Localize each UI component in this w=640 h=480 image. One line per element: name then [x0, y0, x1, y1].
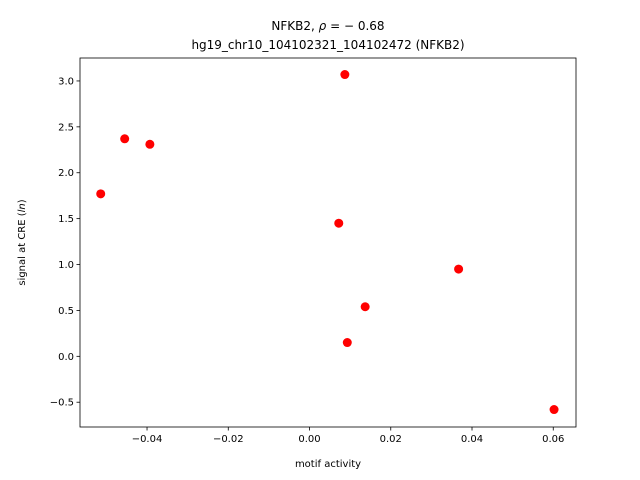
y-tick-label: 1.0: [58, 260, 74, 271]
plot-area-frame: [79, 57, 577, 428]
scatter-point: [340, 70, 350, 80]
x-tick-label: 0.06: [542, 434, 564, 445]
scatter-point: [145, 139, 155, 149]
y-tick-label: −0.5: [50, 398, 74, 409]
x-tick-label: −0.04: [132, 434, 163, 445]
y-tick-label: 2.5: [58, 122, 74, 133]
x-tick-label: 0.02: [380, 434, 402, 445]
y-tick-label: 3.0: [58, 76, 74, 87]
y-tick-label: 0.0: [58, 352, 74, 363]
scatter-point: [334, 218, 344, 228]
chart-title-prefix: NFKB2,: [271, 19, 318, 33]
chart-title-line2: hg19_chr10_104102321_104102472 (NFKB2): [191, 38, 464, 52]
y-tick-label: 0.5: [58, 306, 74, 317]
chart-title-line1: NFKB2, ρ = − 0.68: [271, 19, 384, 33]
x-tick-label: −0.02: [213, 434, 244, 445]
x-tick-label: 0.00: [298, 434, 320, 445]
scatter-point: [454, 264, 464, 274]
y-axis-label-suffix: ): [17, 199, 28, 203]
scatter-point: [96, 189, 106, 199]
chart-title-rho-value: = − 0.68: [326, 19, 384, 33]
scatter-point: [360, 302, 370, 312]
y-axis-ticks: −0.5 0.0 0.5 1.0 1.5 2.0 2.5 3.0: [50, 76, 80, 409]
y-axis-label: signal at CRE (ln): [17, 199, 28, 285]
y-axis-label-prefix: signal at CRE (: [17, 212, 28, 285]
x-tick-label: 0.04: [461, 434, 483, 445]
y-axis-label-italic: ln: [17, 203, 28, 212]
chart-title-rho: ρ: [319, 19, 327, 33]
x-axis-label: motif activity: [295, 459, 361, 470]
y-tick-label: 2.0: [58, 168, 74, 179]
scatter-point: [120, 134, 130, 144]
y-tick-label: 1.5: [58, 214, 74, 225]
data-points: [96, 70, 559, 415]
scatter-point: [342, 338, 352, 348]
x-axis-ticks: −0.04 −0.02 0.00 0.02 0.04 0.06: [132, 427, 564, 445]
scatter-point: [549, 405, 559, 415]
